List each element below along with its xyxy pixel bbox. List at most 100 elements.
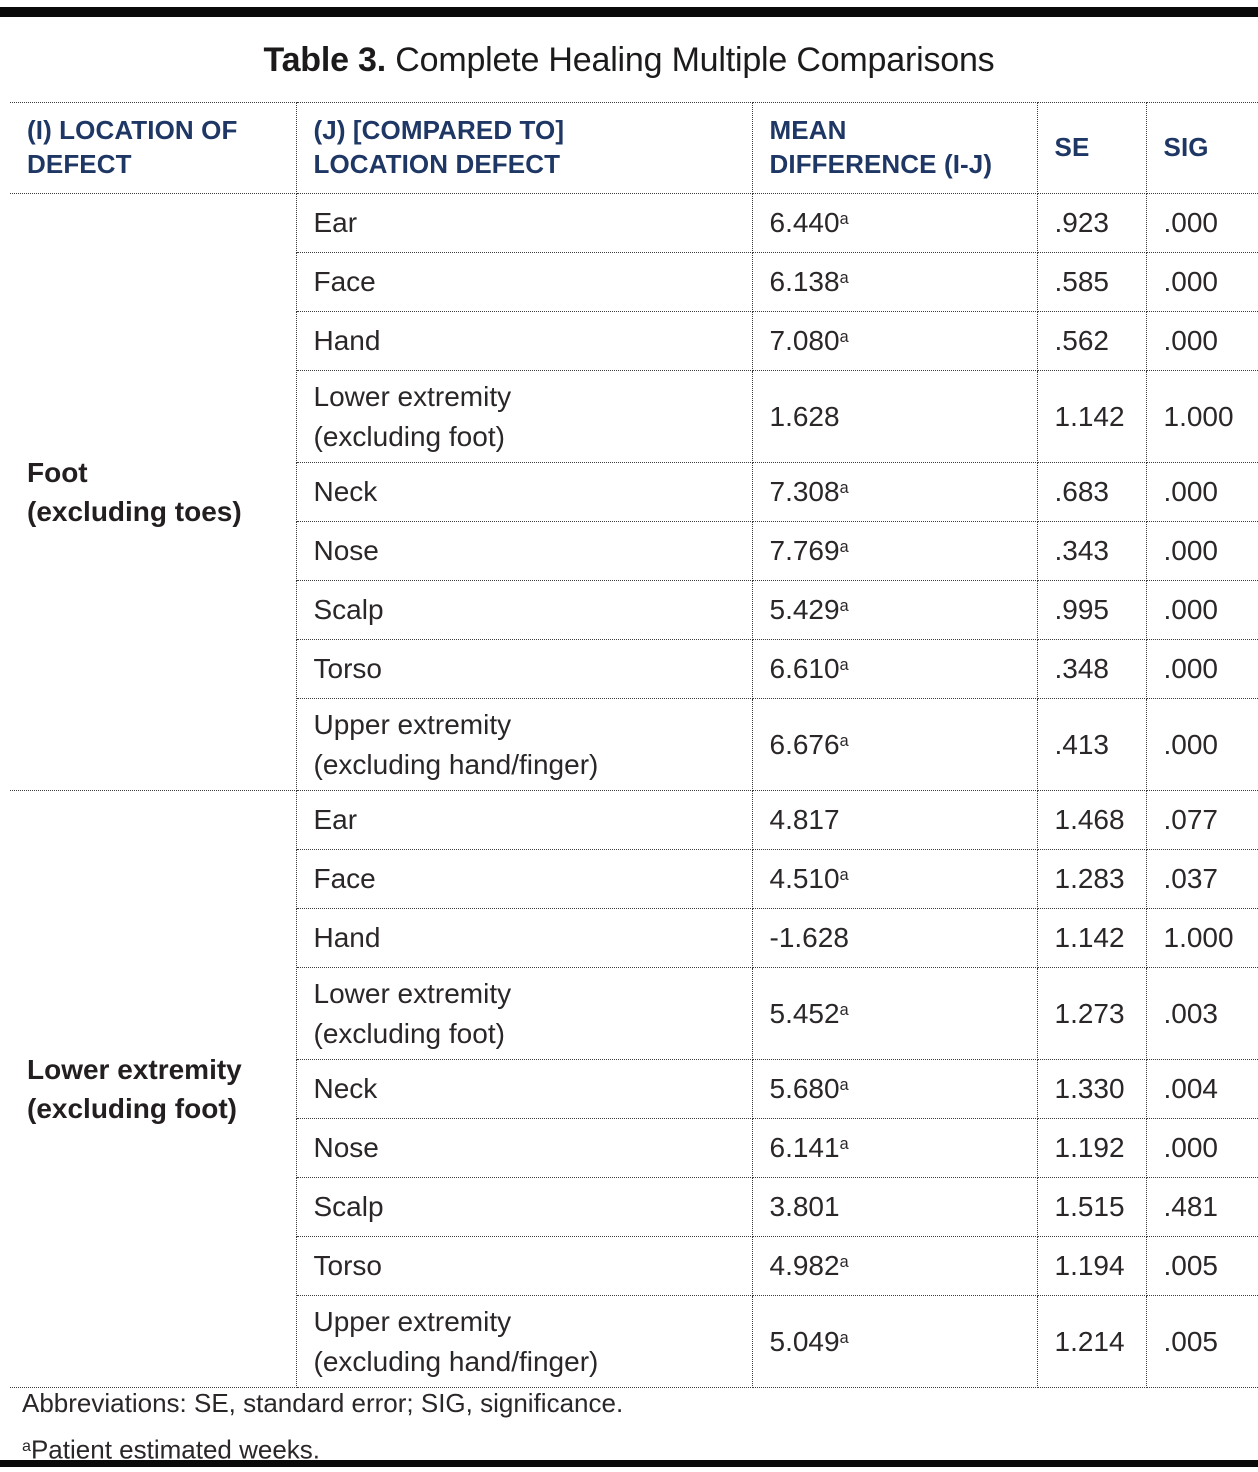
sig-cell: .000 — [1145, 639, 1258, 699]
se-cell: .683 — [1036, 462, 1147, 522]
compared-to-cell: Lower extremity (excluding foot) — [295, 370, 753, 463]
sig-cell: 1.000 — [1145, 370, 1258, 463]
column-header-mean-difference: MEAN DIFFERENCE (I-J) — [751, 102, 1038, 194]
compared-to-cell: Upper extremity (excluding hand/finger) — [295, 1295, 753, 1388]
section-location-cell: Foot (excluding toes) — [10, 193, 297, 791]
table-row: Lower extremity (excluding foot) 1.628 1.… — [10, 370, 1258, 463]
table-row: Upper extremity (excluding hand/finger) 6… — [10, 698, 1258, 791]
footnote-marker: a — [839, 1000, 849, 1019]
mean-difference-cell: 4.510a — [751, 849, 1038, 909]
sig-cell: .037 — [1145, 849, 1258, 909]
compared-to-cell: Upper extremity (excluding hand/finger) — [295, 698, 753, 791]
compared-to-cell: Ear — [295, 790, 753, 850]
footnote-marker: a — [839, 1328, 849, 1347]
table-row: Upper extremity (excluding hand/finger) 5… — [10, 1295, 1258, 1388]
section-location-cell: Lower extremity (excluding foot) — [10, 790, 297, 1388]
table-row: Hand -1.628 1.142 1.000 — [10, 908, 1258, 968]
sig-cell: .003 — [1145, 967, 1258, 1060]
footnote-marker: a — [839, 268, 849, 287]
sig-cell: .000 — [1145, 252, 1258, 312]
se-cell: .923 — [1036, 193, 1147, 253]
table-title-text: Complete Healing Multiple Comparisons — [386, 41, 995, 79]
se-cell: 1.142 — [1036, 370, 1147, 463]
mean-difference-cell: 6.141a — [751, 1118, 1038, 1178]
footnote-marker: a — [839, 1252, 849, 1271]
table-row: Nose 7.769a .343 .000 — [10, 521, 1258, 581]
mean-difference-cell: 5.049a — [751, 1295, 1038, 1388]
footnote-marker: a — [839, 537, 849, 556]
table-row: Face 4.510a 1.283 .037 — [10, 849, 1258, 909]
sig-cell: .000 — [1145, 311, 1258, 371]
se-cell: .562 — [1036, 311, 1147, 371]
mean-difference-cell: 7.769a — [751, 521, 1038, 581]
mean-difference-cell: 5.452a — [751, 967, 1038, 1060]
mean-difference-cell: 4.982a — [751, 1236, 1038, 1296]
compared-to-cell: Lower extremity (excluding foot) — [295, 967, 753, 1060]
table-row: Torso 4.982a 1.194 .005 — [10, 1236, 1258, 1296]
compared-to-cell: Ear — [295, 193, 753, 253]
header-row: (I) LOCATION OF DEFECT (J) [COMPARED TO] L… — [10, 102, 1258, 194]
column-header-sig: SIG — [1145, 102, 1258, 194]
se-cell: 1.194 — [1036, 1236, 1147, 1296]
se-cell: 1.330 — [1036, 1059, 1147, 1119]
sig-cell: .000 — [1145, 193, 1258, 253]
comparisons-table: (I) LOCATION OF DEFECT (J) [COMPARED TO] L… — [10, 102, 1258, 1388]
compared-to-cell: Nose — [295, 521, 753, 581]
column-header-se: SE — [1036, 102, 1147, 194]
mean-difference-cell: -1.628 — [751, 908, 1038, 968]
bottom-rule — [0, 1460, 1258, 1467]
compared-to-cell: Torso — [295, 1236, 753, 1296]
se-cell: 1.468 — [1036, 790, 1147, 850]
se-cell: 1.142 — [1036, 908, 1147, 968]
compared-to-cell: Torso — [295, 639, 753, 699]
sig-cell: .004 — [1145, 1059, 1258, 1119]
top-rule — [0, 7, 1258, 17]
footnote-marker-a: a — [22, 1437, 31, 1455]
mean-difference-cell: 7.080a — [751, 311, 1038, 371]
mean-difference-cell: 6.440a — [751, 193, 1038, 253]
footnote-abbreviations: Abbreviations: SE, standard error; SIG, … — [22, 1388, 624, 1418]
compared-to-cell: Neck — [295, 462, 753, 522]
footnote-marker: a — [839, 865, 849, 884]
se-cell: .413 — [1036, 698, 1147, 791]
compared-to-cell: Scalp — [295, 1177, 753, 1237]
se-cell: .343 — [1036, 521, 1147, 581]
se-cell: .585 — [1036, 252, 1147, 312]
footnote-marker: a — [839, 209, 849, 228]
mean-difference-cell: 3.801 — [751, 1177, 1038, 1237]
compared-to-cell: Neck — [295, 1059, 753, 1119]
mean-difference-cell: 4.817 — [751, 790, 1038, 850]
mean-difference-cell: 5.680a — [751, 1059, 1038, 1119]
table-footnotes: Abbreviations: SE, standard error; SIG, … — [22, 1382, 1222, 1471]
se-cell: 1.214 — [1036, 1295, 1147, 1388]
comparisons-table-wrap: (I) LOCATION OF DEFECT (J) [COMPARED TO] L… — [10, 102, 1258, 1388]
compared-to-cell: Face — [295, 849, 753, 909]
se-cell: 1.515 — [1036, 1177, 1147, 1237]
footnote-marker: a — [839, 1075, 849, 1094]
mean-difference-cell: 1.628 — [751, 370, 1038, 463]
mean-difference-cell: 7.308a — [751, 462, 1038, 522]
table-row: Neck 7.308a .683 .000 — [10, 462, 1258, 522]
table-row: Scalp 3.801 1.515 .481 — [10, 1177, 1258, 1237]
table-row: Neck 5.680a 1.330 .004 — [10, 1059, 1258, 1119]
sig-cell: .000 — [1145, 580, 1258, 640]
column-header-compared-to-j: (J) [COMPARED TO] LOCATION DEFECT — [295, 102, 753, 194]
footnote-marker: a — [839, 478, 849, 497]
se-cell: 1.283 — [1036, 849, 1147, 909]
footnote-marker: a — [839, 731, 849, 750]
footnote-patient-weeks: aPatient estimated weeks. — [22, 1434, 321, 1465]
footnote-marker: a — [839, 1134, 849, 1153]
footnote-marker: a — [839, 596, 849, 615]
mean-difference-cell: 5.429a — [751, 580, 1038, 640]
mean-difference-cell: 6.610a — [751, 639, 1038, 699]
sig-cell: .000 — [1145, 462, 1258, 522]
sig-cell: .000 — [1145, 698, 1258, 791]
column-header-location-i: (I) LOCATION OF DEFECT — [10, 102, 297, 194]
sig-cell: .005 — [1145, 1236, 1258, 1296]
compared-to-cell: Nose — [295, 1118, 753, 1178]
footnote-marker: a — [839, 655, 849, 674]
footnote-marker: a — [839, 327, 849, 346]
sig-cell: .000 — [1145, 1118, 1258, 1178]
table-row: Lower extremity (excluding foot) 5.452a 1… — [10, 967, 1258, 1060]
table-number: Table 3. — [263, 41, 387, 79]
